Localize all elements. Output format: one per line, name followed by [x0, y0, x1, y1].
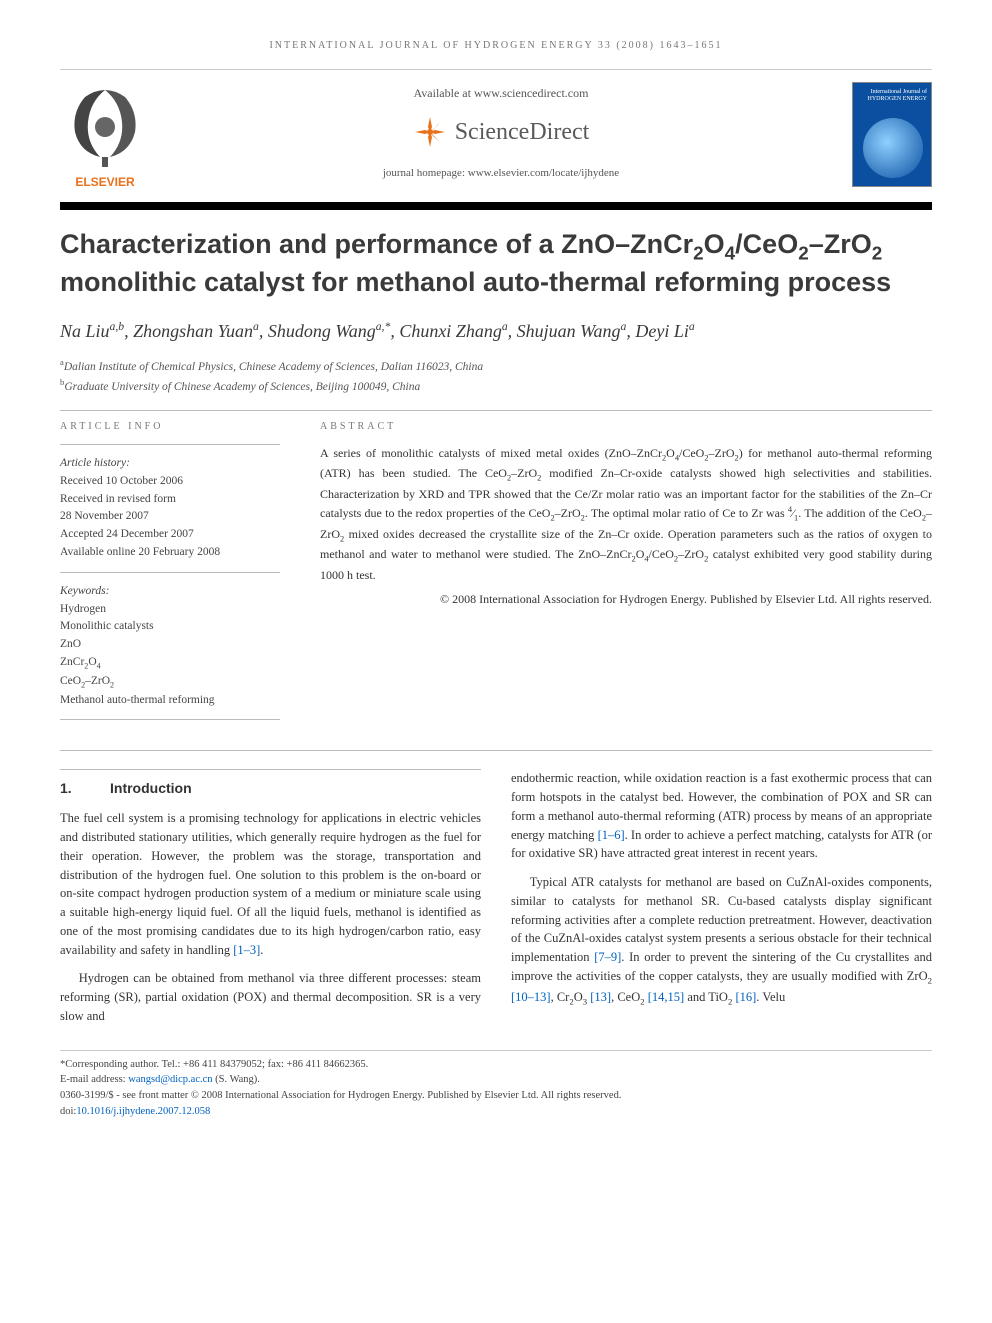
body-paragraph: endothermic reaction, while oxidation re… [511, 769, 932, 863]
author-list: Na Liua,b, Zhongshan Yuana, Shudong Wang… [60, 320, 932, 342]
divider [60, 410, 932, 411]
svg-text:ELSEVIER: ELSEVIER [75, 175, 135, 189]
journal-cover-title: International Journal of HYDROGEN ENERGY [857, 89, 927, 102]
journal-cover-thumbnail: International Journal of HYDROGEN ENERGY [852, 82, 932, 187]
sciencedirect-brand: ScienceDirect [413, 115, 590, 149]
history-line: Received 10 October 2006 [60, 473, 280, 491]
section-number: 1. [60, 778, 110, 799]
header-center: Available at www.sciencedirect.com [168, 82, 834, 179]
journal-header: ELSEVIER Available at www.sciencedirect.… [60, 69, 932, 192]
elsevier-logo: ELSEVIER [60, 82, 150, 192]
doi-link[interactable]: 10.1016/j.ijhydene.2007.12.058 [76, 1106, 210, 1117]
title-rule [60, 202, 932, 210]
available-at-text: Available at www.sciencedirect.com [168, 86, 834, 101]
history-line: Accepted 24 December 2007 [60, 526, 280, 544]
affiliation-b: bGraduate University of Chinese Academy … [60, 376, 932, 396]
divider [60, 444, 280, 445]
journal-cover-art [863, 118, 923, 178]
affiliation-a: aDalian Institute of Chemical Physics, C… [60, 356, 932, 376]
doi-line: doi:10.1016/j.ijhydene.2007.12.058 [60, 1104, 932, 1120]
article-info-heading: ARTICLE INFO [60, 421, 280, 432]
history-line: 28 November 2007 [60, 508, 280, 526]
sciencedirect-icon [413, 115, 447, 149]
article-title: Characterization and performance of a Zn… [60, 228, 932, 300]
body-column-left: 1.Introduction The fuel cell system is a… [60, 769, 481, 1035]
article-info-column: ARTICLE INFO Article history: Received 1… [60, 421, 280, 730]
section-title: Introduction [110, 780, 192, 796]
keyword: Monolithic catalysts [60, 618, 280, 636]
author-email[interactable]: wangsd@dicp.ac.cn [128, 1074, 212, 1085]
divider [60, 750, 932, 751]
body-paragraph: Typical ATR catalysts for methanol are b… [511, 873, 932, 1008]
history-line: Received in revised form [60, 491, 280, 509]
corresponding-author-note: *Corresponding author. Tel.: +86 411 843… [60, 1057, 932, 1073]
keyword: ZnCr2O4 [60, 654, 280, 673]
article-history: Article history: Received 10 October 200… [60, 455, 280, 562]
keywords-block: Keywords: Hydrogen Monolithic catalysts … [60, 583, 280, 710]
keyword: Methanol auto-thermal reforming [60, 692, 280, 710]
email-line: E-mail address: wangsd@dicp.ac.cn (S. Wa… [60, 1072, 932, 1088]
front-matter-line: 0360-3199/$ - see front matter © 2008 In… [60, 1088, 932, 1104]
affiliations: aDalian Institute of Chemical Physics, C… [60, 356, 932, 396]
divider [60, 719, 280, 720]
body-two-column: 1.Introduction The fuel cell system is a… [60, 769, 932, 1035]
history-line: Available online 20 February 2008 [60, 544, 280, 562]
body-column-right: endothermic reaction, while oxidation re… [511, 769, 932, 1035]
sciencedirect-name: ScienceDirect [455, 119, 590, 146]
journal-homepage-text: journal homepage: www.elsevier.com/locat… [168, 167, 834, 179]
body-paragraph: The fuel cell system is a promising tech… [60, 809, 481, 959]
abstract-text: A series of monolithic catalysts of mixe… [320, 444, 932, 584]
section-heading: 1.Introduction [60, 769, 481, 799]
abstract-copyright: © 2008 International Association for Hyd… [320, 590, 932, 608]
abstract-heading: ABSTRACT [320, 421, 932, 432]
running-head: INTERNATIONAL JOURNAL OF HYDROGEN ENERGY… [60, 40, 932, 51]
keywords-label: Keywords: [60, 583, 280, 601]
keyword: Hydrogen [60, 601, 280, 619]
divider [60, 572, 280, 573]
abstract-column: ABSTRACT A series of monolithic catalyst… [320, 421, 932, 730]
body-paragraph: Hydrogen can be obtained from methanol v… [60, 969, 481, 1025]
keyword: ZnO [60, 636, 280, 654]
history-label: Article history: [60, 455, 280, 473]
footnotes: *Corresponding author. Tel.: +86 411 843… [60, 1050, 932, 1120]
keyword: CeO2–ZrO2 [60, 673, 280, 692]
